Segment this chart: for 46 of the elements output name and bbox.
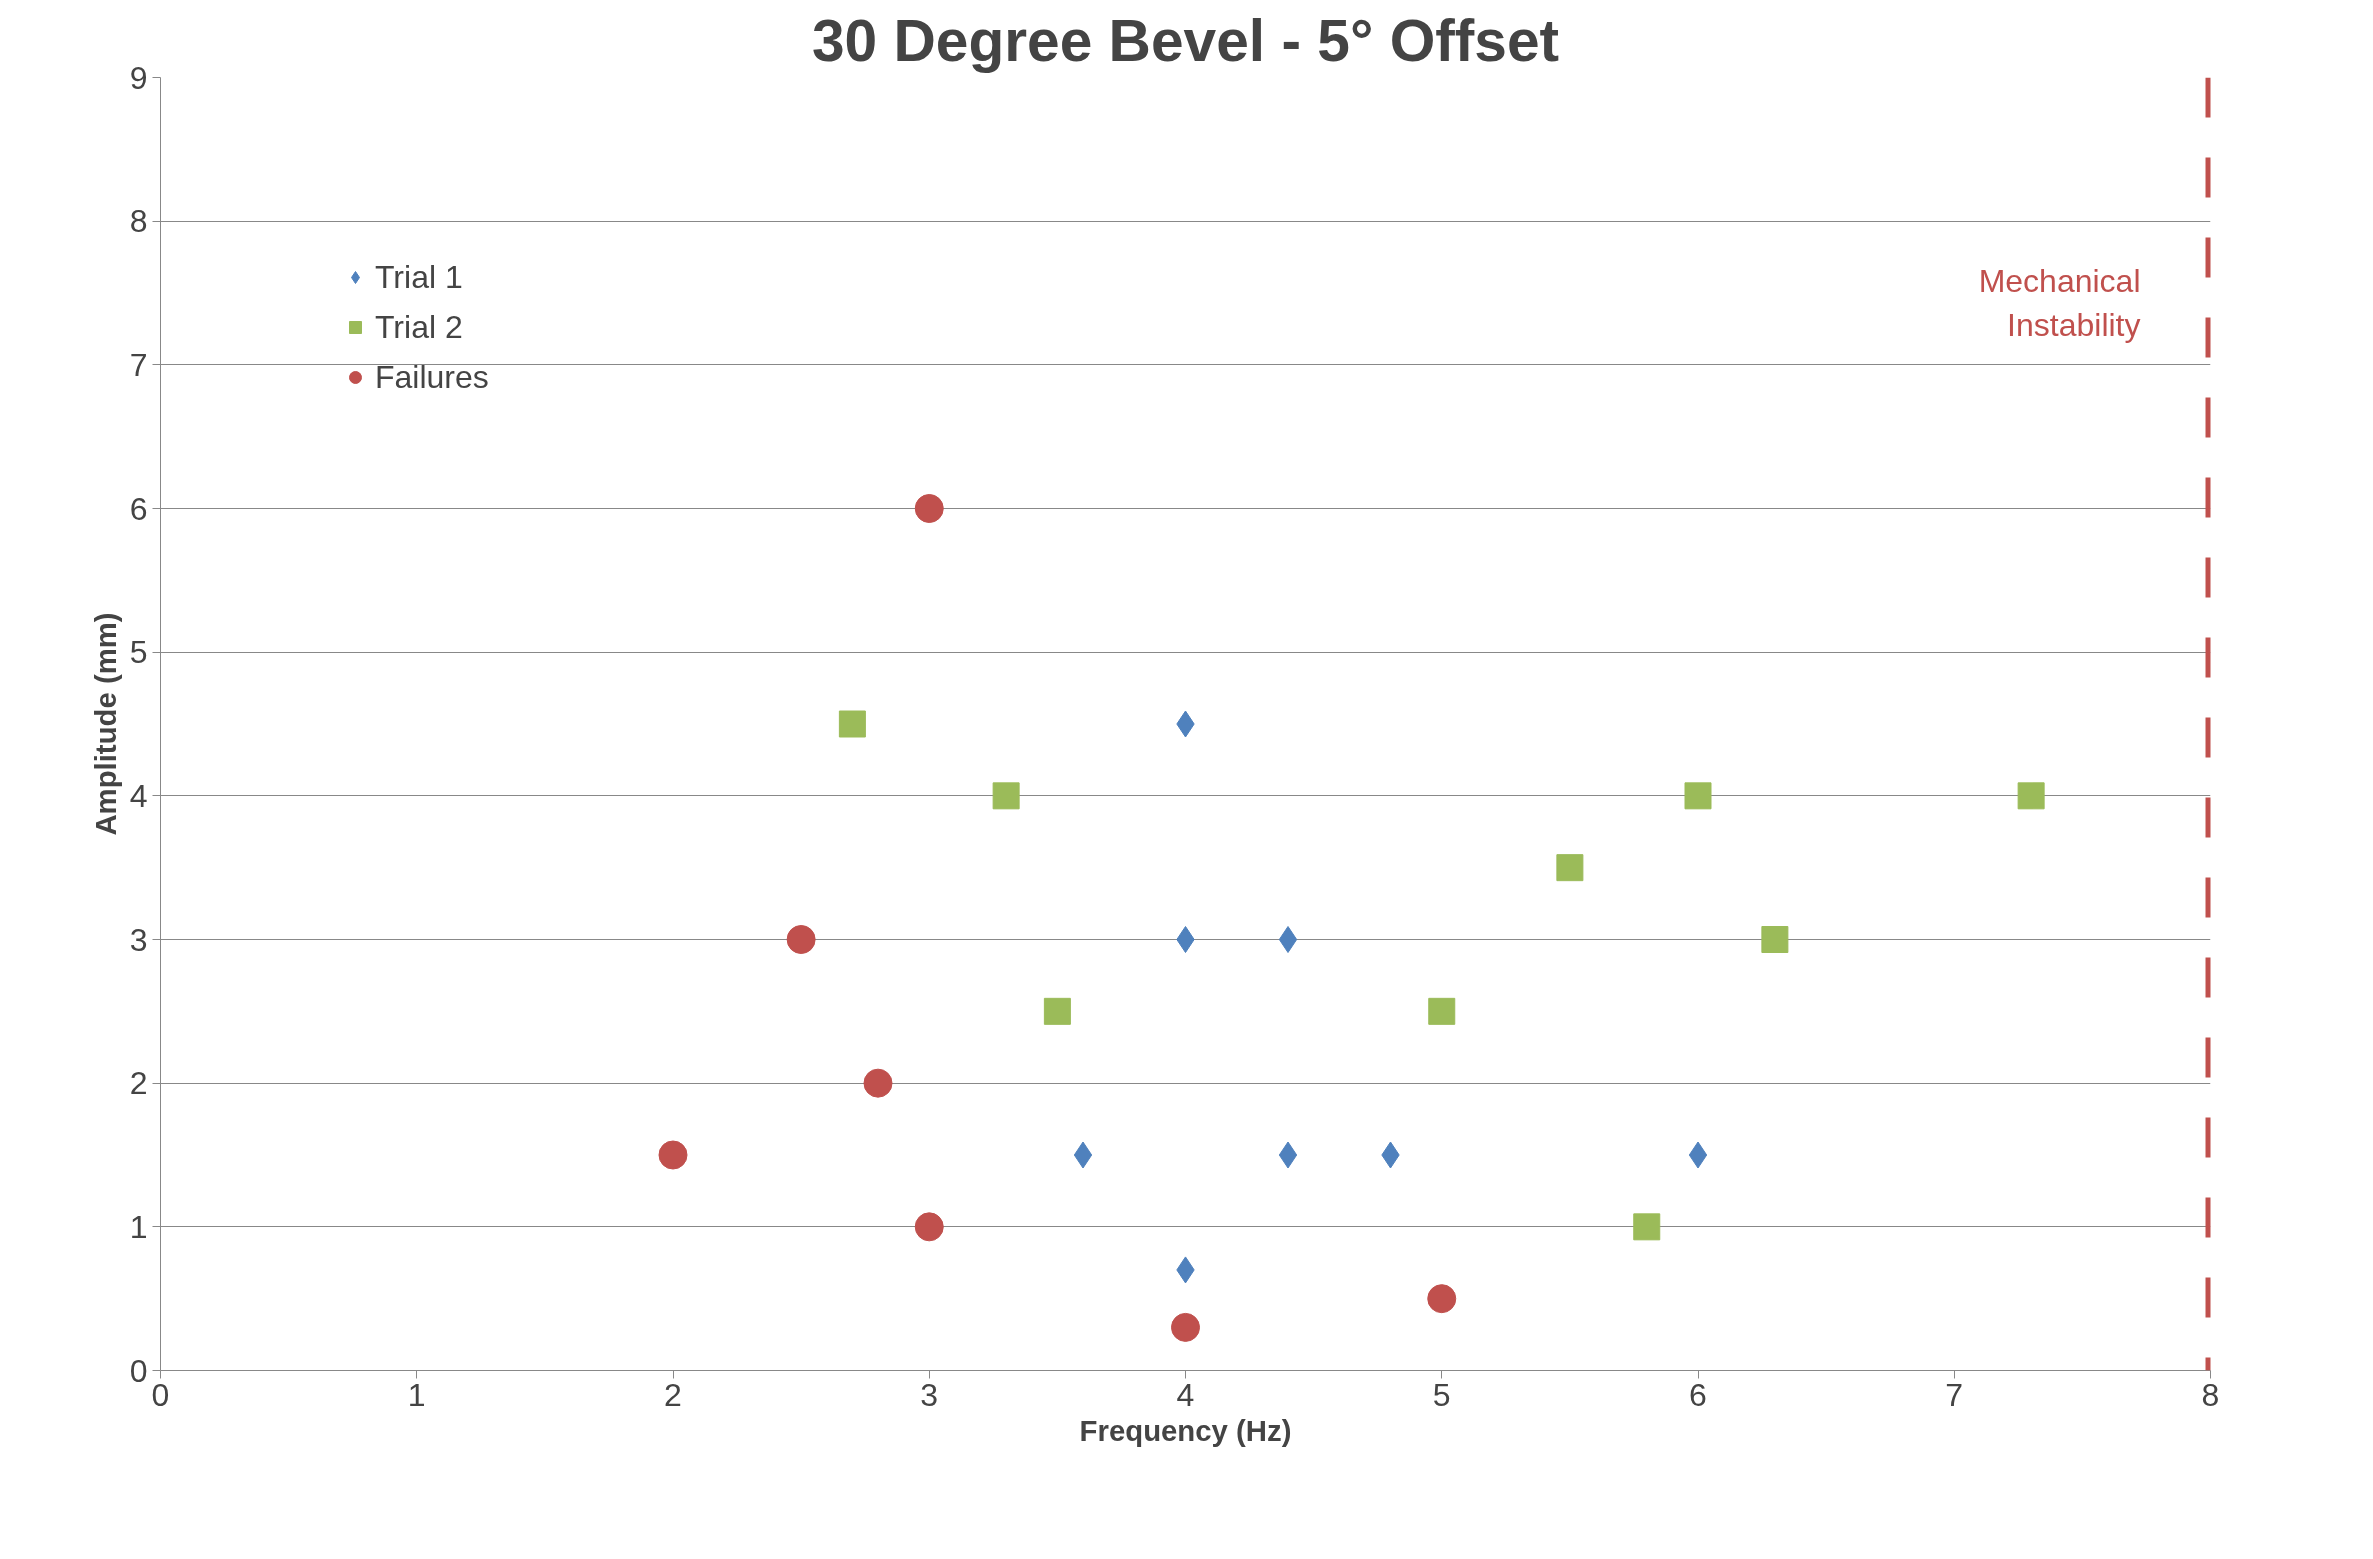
- point: [914, 494, 944, 523]
- point: [1428, 997, 1456, 1025]
- point: [838, 710, 866, 738]
- point: [658, 1140, 688, 1170]
- point: [2017, 782, 2045, 810]
- y-tick-label: 3: [129, 921, 148, 958]
- x-tick-label: 3: [920, 1376, 939, 1413]
- point: [1278, 926, 1298, 953]
- y-tick-label: 1: [129, 1208, 148, 1245]
- y-tick-label: 0: [129, 1352, 148, 1389]
- point: [1171, 1312, 1200, 1342]
- x-axis-title: Frequency (Hz): [1079, 1413, 1292, 1447]
- chart-title: 30 Degree Bevel - 5° Offset: [811, 7, 1560, 73]
- y-tick-label: 7: [129, 346, 148, 383]
- point: [992, 782, 1020, 810]
- x-tick-label: 1: [407, 1376, 426, 1413]
- point: [1278, 1141, 1298, 1169]
- y-tick-label: 2: [129, 1065, 148, 1102]
- y-tick-label: 8: [129, 203, 148, 240]
- x-tick-label: 2: [664, 1376, 682, 1413]
- ref-line-label: Mechanical Instability: [1978, 263, 2141, 343]
- x-tick-label: 5: [1432, 1376, 1451, 1413]
- point: [1556, 854, 1584, 882]
- point: [1176, 926, 1195, 953]
- x-tick-label: 6: [1689, 1376, 1707, 1413]
- x-tick-label: 8: [2201, 1376, 2220, 1413]
- point: [786, 925, 816, 954]
- point: [914, 1212, 944, 1242]
- point: [1427, 1284, 1457, 1314]
- point: [1688, 1141, 1708, 1169]
- point: [1073, 1141, 1093, 1169]
- point: [1633, 1213, 1661, 1241]
- x-tick-label: 7: [1945, 1376, 1964, 1413]
- y-tick-label: 5: [129, 634, 148, 671]
- legend-label: Trial 1: [375, 258, 463, 296]
- x-tick-label: 4: [1176, 1376, 1195, 1413]
- point: [863, 1068, 893, 1098]
- y-tick-label: 4: [129, 777, 148, 814]
- point: [1684, 782, 1712, 810]
- y-tick-label: 6: [129, 490, 148, 527]
- point: [1761, 926, 1789, 953]
- legend-label: Trial 2: [375, 308, 463, 346]
- y-tick-label: 9: [129, 59, 148, 96]
- y-axis-title: Amplitude (mm): [88, 612, 122, 836]
- point: [1043, 997, 1071, 1025]
- legend-label: Failures: [375, 358, 489, 396]
